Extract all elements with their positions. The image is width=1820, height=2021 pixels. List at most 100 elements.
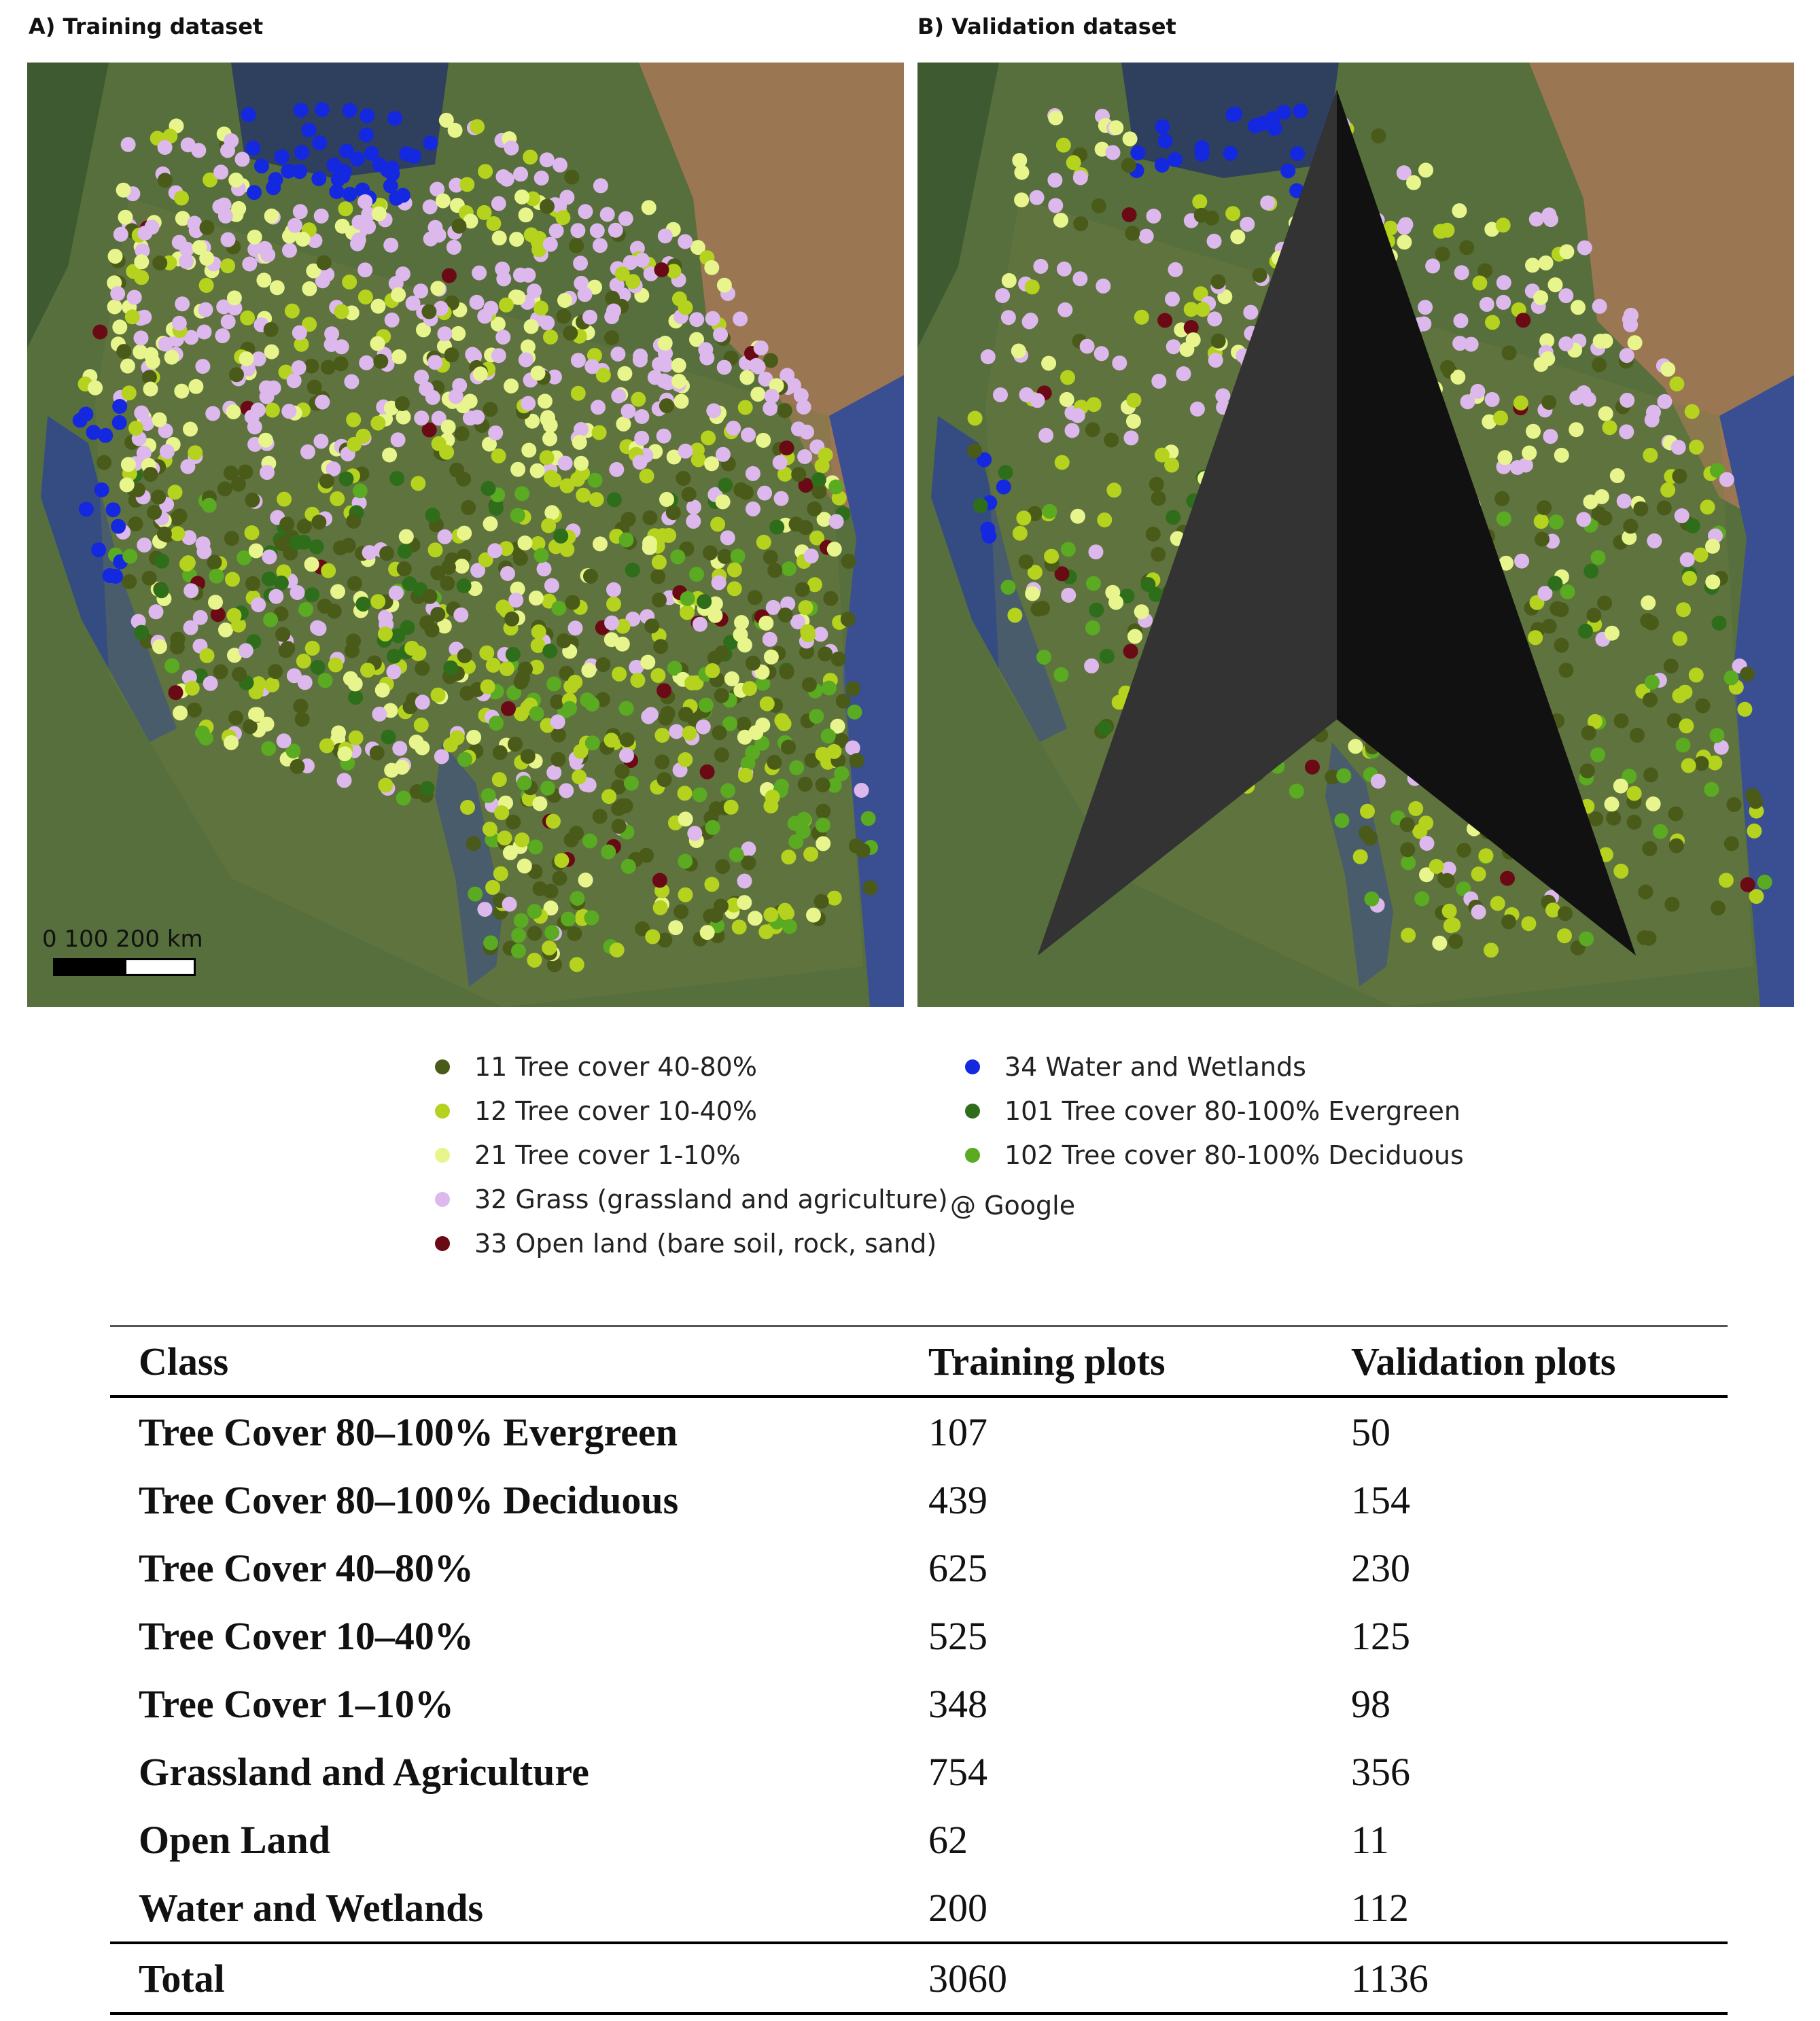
- training-map[interactable]: 0 100 200 km: [27, 63, 904, 1007]
- plot-point: [659, 491, 674, 507]
- plot-point: [1121, 207, 1137, 222]
- plot-point: [1149, 476, 1164, 492]
- plot-point: [697, 594, 712, 610]
- plot-point: [550, 694, 565, 709]
- plot-point: [491, 448, 506, 463]
- plot-point: [689, 567, 704, 582]
- plot-point: [92, 324, 108, 340]
- plot-point: [499, 661, 514, 677]
- plot-point: [343, 671, 358, 686]
- plot-point: [422, 199, 438, 215]
- plot-point: [587, 472, 603, 488]
- plot-point: [370, 336, 385, 351]
- plot-point: [807, 501, 822, 516]
- plot-point: [591, 425, 607, 440]
- plot-point: [570, 223, 586, 239]
- plot-point: [727, 562, 742, 578]
- plot-point: [546, 957, 562, 972]
- plot-point: [1048, 110, 1064, 126]
- plot-point: [275, 536, 290, 551]
- plot-point: [611, 388, 627, 404]
- plot-point: [639, 468, 654, 484]
- plot-point: [446, 239, 461, 255]
- plot-point: [183, 620, 198, 635]
- plot-point: [689, 442, 705, 458]
- plot-point: [652, 592, 667, 608]
- plot-point: [1579, 931, 1594, 947]
- plot-point: [448, 389, 463, 404]
- plot-point: [1533, 514, 1549, 529]
- plot-point: [763, 400, 778, 416]
- plot-point: [179, 253, 194, 269]
- plot-point: [756, 432, 771, 448]
- training-cell: 625: [928, 1545, 987, 1590]
- plot-point: [520, 339, 536, 355]
- plot-point: [748, 357, 764, 373]
- plot-point: [1490, 896, 1505, 911]
- plot-point: [158, 423, 173, 438]
- plot-point: [1418, 815, 1434, 831]
- plot-point: [780, 596, 796, 612]
- plot-point: [290, 758, 305, 774]
- plot-point: [347, 576, 362, 591]
- plot-point: [259, 380, 274, 396]
- plot-point: [370, 415, 386, 431]
- plot-point: [548, 223, 564, 239]
- validation-cell: 356: [1351, 1749, 1410, 1794]
- plot-point: [1581, 725, 1596, 741]
- plot-point: [483, 935, 499, 951]
- plot-point: [491, 196, 506, 211]
- plot-point: [1590, 747, 1605, 762]
- plot-point: [741, 427, 756, 442]
- plot-point: [1450, 369, 1466, 385]
- plot-point: [321, 359, 336, 375]
- plot-point: [1723, 836, 1739, 851]
- plot-point: [1289, 784, 1304, 799]
- plot-point: [601, 844, 616, 860]
- validation-map[interactable]: [917, 63, 1794, 1007]
- plot-point: [122, 548, 138, 564]
- plot-point: [1168, 262, 1183, 277]
- plot-point: [346, 513, 362, 529]
- plot-point: [765, 790, 780, 805]
- plot-point: [1726, 797, 1742, 812]
- plot-point: [1419, 836, 1435, 851]
- plot-point: [1663, 658, 1679, 674]
- plot-point: [604, 309, 620, 325]
- table-row: Tree Cover 10–40% 525 125: [110, 1602, 1728, 1670]
- plot-point: [1711, 900, 1726, 916]
- plot-point: [1484, 391, 1500, 407]
- plot-point: [758, 616, 774, 631]
- training-plot-points: [72, 102, 878, 972]
- plot-point: [724, 671, 739, 686]
- plot-point: [513, 166, 529, 182]
- plot-point: [1325, 769, 1340, 785]
- plot-point: [1479, 296, 1494, 312]
- plot-point: [175, 211, 190, 226]
- plot-point: [495, 261, 510, 277]
- plot-point: [1145, 527, 1161, 542]
- plot-point: [1014, 192, 1030, 208]
- plot-point: [1073, 216, 1089, 232]
- plot-point: [321, 563, 336, 578]
- plot-point: [1053, 213, 1068, 228]
- plot-point: [1108, 120, 1124, 135]
- plot-point: [651, 555, 667, 570]
- plot-point: [1206, 233, 1222, 249]
- plot-point: [767, 563, 783, 578]
- plot-point: [1709, 728, 1725, 743]
- plot-point: [1140, 577, 1156, 593]
- plot-point: [388, 276, 404, 291]
- plot-point: [1540, 351, 1556, 366]
- plot-point: [731, 919, 747, 935]
- plot-point: [195, 359, 211, 374]
- plot-point: [795, 824, 811, 839]
- plot-point: [306, 263, 321, 279]
- plot-point: [440, 419, 456, 435]
- plot-point: [1154, 158, 1170, 173]
- plot-point: [1471, 866, 1486, 882]
- plot-point: [849, 753, 864, 769]
- plot-point: [619, 748, 634, 763]
- plot-point: [226, 404, 241, 420]
- plot-point: [120, 137, 136, 152]
